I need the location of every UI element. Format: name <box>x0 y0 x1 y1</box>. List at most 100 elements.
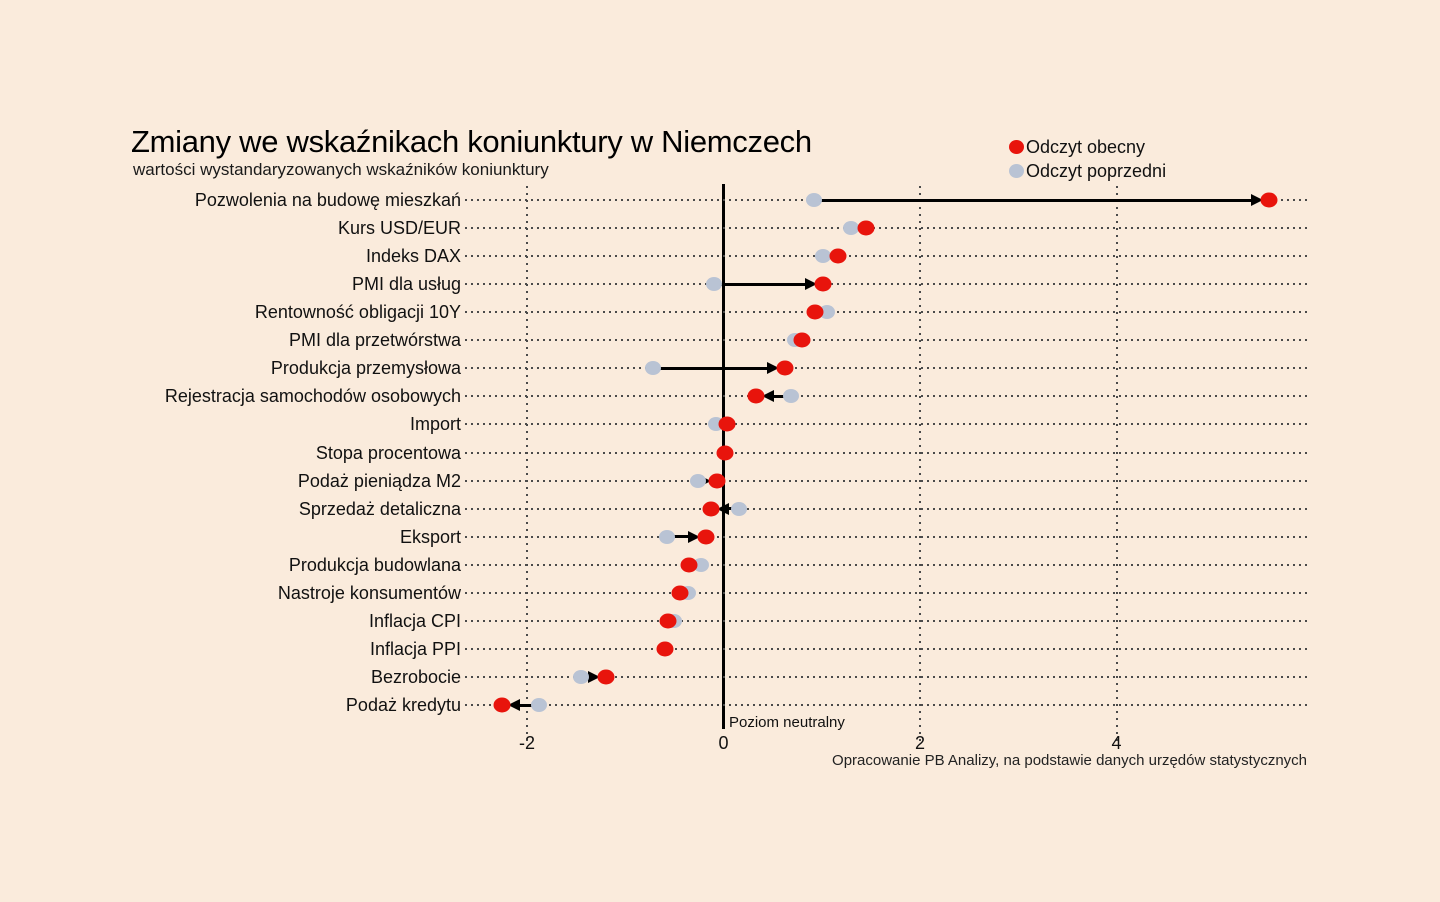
current-reading-dot <box>708 473 726 489</box>
arrow-shaft <box>819 198 1252 202</box>
row-leader-line <box>465 339 1307 342</box>
x-tick-label: 0 <box>718 733 729 753</box>
row-leader-line <box>465 479 1307 482</box>
arrow-head-icon <box>804 278 817 291</box>
arrow-shaft <box>658 366 769 370</box>
category-label: Pozwolenia na budowę mieszkań <box>194 190 461 210</box>
row-leader-line <box>465 619 1307 622</box>
current-reading-dot <box>659 613 677 629</box>
change-arrow <box>508 699 533 712</box>
current-reading-dot <box>829 248 847 264</box>
category-label: Nastroje konsumentów <box>277 582 461 603</box>
current-reading-dot <box>656 641 674 657</box>
arrow-shaft <box>519 703 533 707</box>
current-reading-dot <box>680 557 698 573</box>
row-leader-line <box>465 451 1307 454</box>
category-label: Rentowność obligacji 10Y <box>254 302 461 323</box>
category-label: PMI dla usług <box>351 274 461 295</box>
category-label: Podaż kredytu <box>345 695 461 716</box>
arrow-head-icon <box>1250 194 1263 206</box>
current-reading-dot <box>747 388 765 404</box>
category-label: Inflacja CPI <box>368 610 461 631</box>
arrow-shaft <box>727 507 734 511</box>
current-reading-dot <box>776 360 794 376</box>
row-leader-line <box>465 507 1307 510</box>
row-leader-line <box>465 395 1307 398</box>
category-label: Inflacja PPI <box>369 638 461 659</box>
current-reading-dot <box>806 304 824 320</box>
category-label: Rejestracja samochodów osobowych <box>164 386 461 407</box>
change-arrow <box>658 362 780 375</box>
current-reading-dot <box>671 585 689 601</box>
row-leader-line <box>465 704 1307 707</box>
arrow-head-icon <box>767 362 780 375</box>
previous-reading-dot <box>573 670 590 685</box>
arrow-shaft <box>719 282 806 286</box>
legend: Odczyt obecny Odczyt poprzedni <box>1009 135 1166 183</box>
gridline <box>1115 186 1118 742</box>
arrow-head-icon <box>587 671 600 684</box>
arrow-head-icon <box>761 390 774 403</box>
previous-reading-dot <box>805 193 822 207</box>
legend-previous-label: Odczyt poprzedni <box>1026 160 1167 181</box>
previous-reading-dot <box>658 529 675 544</box>
row-leader-line <box>465 311 1307 314</box>
row-leader-line <box>465 423 1307 426</box>
row-leader-line <box>465 283 1307 286</box>
source-note: Opracowanie PB Analizy, na podstawie dan… <box>832 752 1307 769</box>
category-label: Import <box>409 414 461 435</box>
change-arrow <box>819 194 1263 206</box>
current-reading-dot <box>702 501 720 517</box>
current-reading-dot <box>718 416 736 432</box>
change-arrow <box>761 390 786 403</box>
current-reading-dot <box>793 332 811 348</box>
arrow-shaft <box>772 394 786 398</box>
gridline <box>919 186 921 742</box>
category-label: Produkcja przemysłowa <box>270 358 461 379</box>
category-label: Bezrobocie <box>370 667 461 688</box>
row-leader-line <box>465 676 1307 679</box>
arrow-shaft <box>672 535 689 539</box>
category-label: Indeks DAX <box>365 246 461 267</box>
row-leader-line <box>465 563 1307 566</box>
row-leader-line <box>465 647 1307 650</box>
previous-reading-dot <box>843 221 860 236</box>
chart-subtitle: wartości wystandaryzowanych wskaźników k… <box>133 160 549 179</box>
current-reading-dot <box>857 220 875 236</box>
change-arrow <box>719 278 817 291</box>
legend-current-dot-icon <box>1009 140 1024 154</box>
current-reading-dot <box>716 445 734 461</box>
arrow-head-icon <box>508 699 521 712</box>
previous-reading-dot <box>783 389 800 404</box>
previous-reading-dot <box>689 473 706 488</box>
legend-current-label: Odczyt obecny <box>1026 136 1146 157</box>
gridline <box>526 186 528 742</box>
row-leader-line <box>465 255 1307 258</box>
previous-reading-dot <box>731 501 748 516</box>
legend-item-previous: Odczyt poprzedni <box>1009 159 1166 183</box>
legend-item-current: Odczyt obecny <box>1009 135 1166 159</box>
row-leader-line <box>465 591 1307 594</box>
chart-title: Zmiany we wskaźnikach koniunktury w Niem… <box>131 124 812 159</box>
change-arrow <box>672 530 700 543</box>
current-reading-dot <box>1260 192 1278 208</box>
category-label: Eksport <box>399 526 461 547</box>
row-leader-line <box>465 227 1307 230</box>
arrow-head-icon <box>687 530 700 543</box>
row-leader-line <box>465 367 1307 370</box>
category-label: PMI dla przetwórstwa <box>288 330 461 351</box>
legend-previous-dot-icon <box>1009 164 1024 178</box>
current-reading-dot <box>597 669 615 685</box>
category-label: Stopa procentowa <box>315 442 461 463</box>
previous-reading-dot <box>705 277 722 292</box>
x-tick-label: 2 <box>914 733 926 753</box>
previous-reading-dot <box>530 698 547 713</box>
row-leader-line <box>465 535 1307 538</box>
previous-reading-dot <box>814 249 831 264</box>
current-reading-dot <box>814 276 832 292</box>
category-label: Produkcja budowlana <box>288 554 461 575</box>
arrow-head-icon <box>716 502 729 515</box>
x-tick-label: -2 <box>518 733 536 753</box>
category-label: Podaż pieniądza M2 <box>297 470 461 491</box>
